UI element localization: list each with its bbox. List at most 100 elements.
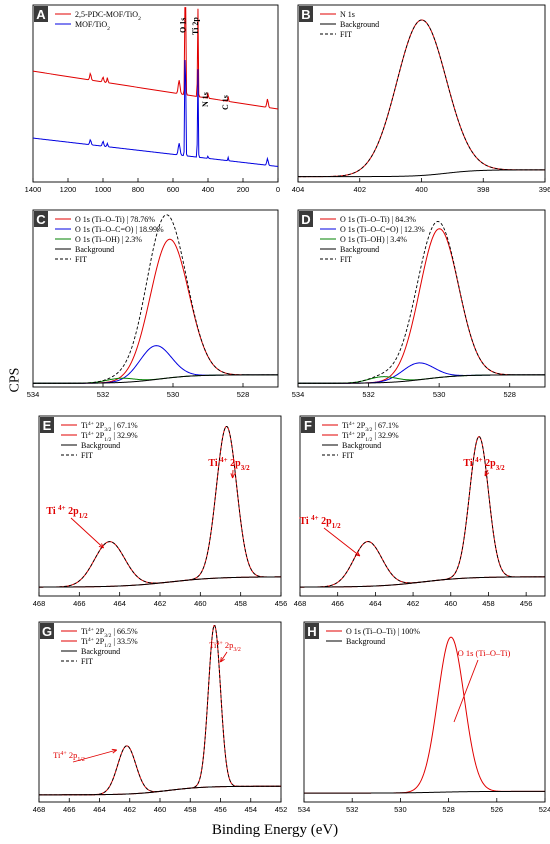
x-tick-label: 468 [33, 599, 46, 608]
arrow-head [484, 470, 490, 477]
x-tick-label: 468 [294, 599, 307, 608]
x-tick-label: 464 [113, 599, 126, 608]
panel-letter-badge [299, 211, 313, 227]
series-line-1 [304, 790, 545, 794]
panel-H: 534 532 530 528 526 524 H O 1s (Ti–O–Ti) | 100%… [298, 621, 550, 814]
legend-entry: N 1s [340, 10, 355, 19]
panel-frame [297, 4, 546, 183]
x-tick-label: 532 [362, 390, 375, 399]
legend-entry: Ti4+ 2P1/2 | 32.9% [342, 431, 399, 443]
panel-letter: C [36, 212, 46, 227]
series-line-3 [300, 436, 545, 588]
legend-entry: O 1s (Ti–OH) | 2.3% [75, 235, 142, 244]
y-axis-label: CPS [7, 367, 23, 393]
x-tick-label: 466 [331, 599, 344, 608]
x-tick-label: 400 [202, 185, 215, 194]
panel-letter: F [304, 418, 312, 433]
panel-letter: B [301, 7, 310, 22]
legend-entry: FIT [340, 30, 352, 39]
legend-entry: O 1s (Ti–O–Ti) | 84.3% [340, 215, 416, 224]
legend-entry: Background [340, 245, 379, 254]
legend-entry: O 1s (Ti–O–C=O) | 18.99% [75, 225, 164, 234]
peak-annotation: Ti4+ 2p1/2 [53, 750, 85, 763]
series-line-4 [298, 221, 545, 384]
x-tick-label: 404 [292, 185, 305, 194]
legend-entry: Background [81, 647, 120, 656]
legend-entry: MOF/TiO2 [75, 20, 110, 32]
x-tick-label: 524 [539, 805, 550, 814]
x-tick-label: 466 [73, 599, 86, 608]
x-tick-label: 398 [477, 185, 490, 194]
series-line-0 [300, 436, 545, 588]
panel-frame [299, 415, 546, 597]
panel-letter-badge [40, 417, 54, 433]
x-tick-label: 526 [491, 805, 504, 814]
legend-entry: Ti4+ 2P1/2 | 33.5% [81, 637, 138, 649]
x-tick-label: 534 [27, 390, 40, 399]
panel-frame [32, 4, 279, 183]
x-tick-label: 458 [234, 599, 247, 608]
legend-entry: FIT [340, 255, 352, 264]
series-line-3 [33, 374, 278, 384]
x-tick-label: 456 [520, 599, 533, 608]
arrow-head [98, 543, 104, 549]
x-tick-label: 534 [292, 390, 305, 399]
x-tick-label: 528 [442, 805, 455, 814]
series-line-1 [33, 345, 278, 384]
x-tick-label: 800 [132, 185, 145, 194]
panel-frame [32, 209, 279, 388]
arrow-head [354, 551, 361, 557]
x-tick-label: 460 [445, 599, 458, 608]
x-tick-label: 458 [184, 805, 197, 814]
peak-annotation: Ti4+ 2p3/2 [209, 640, 241, 653]
legend-entry: Ti4+ 2P3/2 | 66.5% [81, 627, 138, 639]
legend-entry: Background [340, 20, 379, 29]
peak-annotation: Ti 4+ 2p1/2 [299, 514, 341, 530]
panel-letter-badge [34, 6, 48, 22]
annotation-arrow [323, 527, 361, 557]
x-tick-label: 462 [407, 599, 420, 608]
x-tick-label: 456 [214, 805, 227, 814]
series-line-2 [39, 576, 282, 588]
x-tick-label: 402 [353, 185, 366, 194]
x-tick-label: 400 [415, 185, 428, 194]
x-tick-label: 530 [433, 390, 446, 399]
x-tick-label: 468 [33, 805, 46, 814]
annotation-arrow [70, 517, 104, 549]
series-line-2 [298, 19, 545, 178]
x-tick-label: 462 [154, 599, 167, 608]
panel-G: 468 466 464 462 460 458 456 454 452 G Ti4+ 2P3/2 |… [33, 621, 288, 814]
panel-letter-badge [40, 623, 54, 639]
annotation-arrow [453, 659, 479, 723]
series-line-4 [33, 214, 278, 384]
panel-A: 1400 1200 1000 800 600 400 200 0 A 2,5-PDC-MOF/Ti… [25, 4, 280, 194]
legend-entry: Background [342, 441, 381, 450]
series-line-3 [39, 426, 282, 588]
panel-frame [297, 209, 546, 388]
legend-entry: FIT [81, 451, 93, 460]
panel-letter-badge [301, 417, 315, 433]
peak-annotation: O 1s (Ti–O–Ti) [458, 648, 511, 658]
panel-letter: G [42, 624, 52, 639]
panel-letter-badge [305, 623, 319, 639]
x-tick-label: 462 [123, 805, 136, 814]
panel-letter: A [36, 7, 46, 22]
x-tick-label: 452 [275, 805, 288, 814]
x-tick-label: 534 [298, 805, 311, 814]
x-tick-label: 200 [237, 185, 250, 194]
x-tick-label: 532 [346, 805, 359, 814]
panel-letter: H [307, 624, 316, 639]
panel-F: 468 466 464 462 460 458 456 F Ti4+ 2P3/2 | 67.1%… [294, 415, 546, 608]
x-tick-label: 530 [167, 390, 180, 399]
series-line-3 [298, 374, 545, 384]
legend-entry: O 1s (Ti–OH) | 3.4% [340, 235, 407, 244]
x-tick-label: 1000 [95, 185, 112, 194]
x-tick-label: 532 [97, 390, 110, 399]
series-line-0 [298, 228, 545, 384]
x-tick-label: 530 [394, 805, 407, 814]
x-tick-label: 528 [237, 390, 250, 399]
legend-entry: FIT [81, 657, 93, 666]
panel-letter-badge [34, 211, 48, 227]
